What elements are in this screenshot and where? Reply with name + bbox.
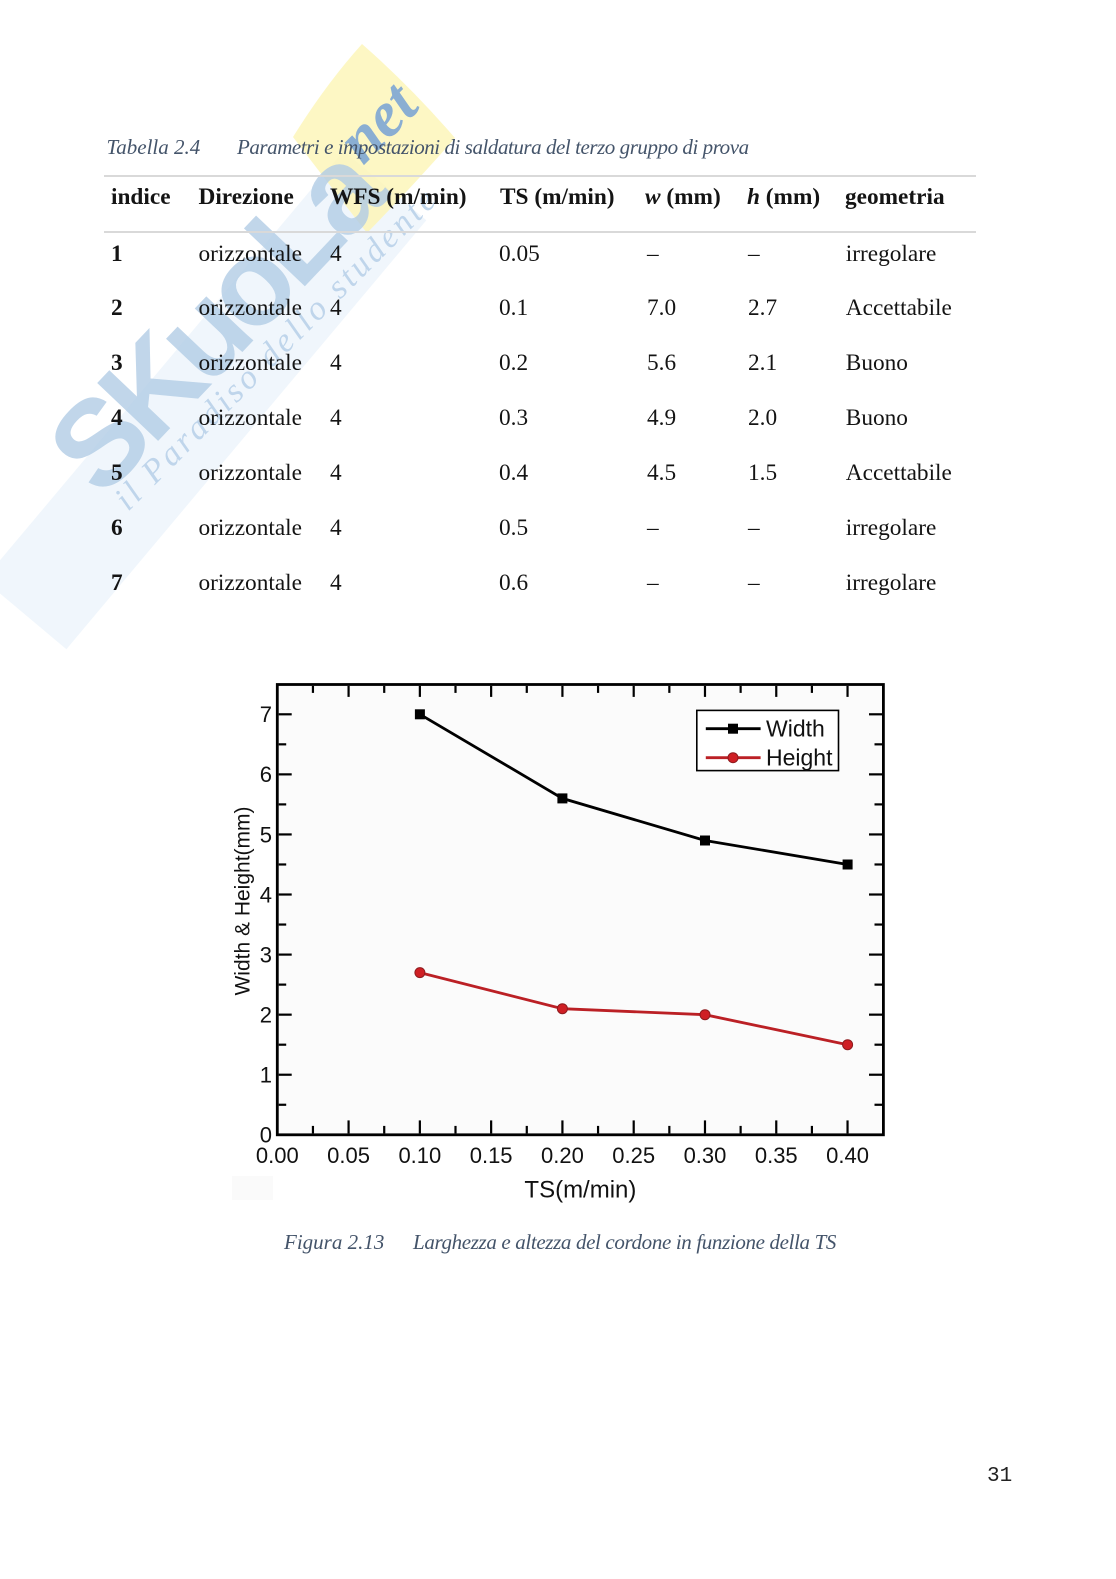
svg-text:0.40: 0.40 xyxy=(826,1143,869,1168)
svg-text:0.35: 0.35 xyxy=(755,1143,798,1168)
svg-text:1: 1 xyxy=(260,1063,272,1088)
svg-text:5: 5 xyxy=(260,822,272,847)
svg-text:Height: Height xyxy=(766,745,833,771)
svg-text:0.00: 0.00 xyxy=(256,1143,299,1168)
svg-text:7: 7 xyxy=(260,702,272,727)
svg-text:0.05: 0.05 xyxy=(327,1143,370,1168)
svg-text:0.10: 0.10 xyxy=(398,1143,441,1168)
svg-text:Width & Height(mm): Width & Height(mm) xyxy=(232,806,255,995)
svg-text:0.25: 0.25 xyxy=(612,1143,655,1168)
svg-text:2: 2 xyxy=(260,1003,272,1028)
svg-text:Width: Width xyxy=(766,716,825,742)
svg-text:3: 3 xyxy=(260,942,272,967)
svg-text:0: 0 xyxy=(260,1123,272,1148)
svg-text:0.20: 0.20 xyxy=(541,1143,584,1168)
svg-text:0.30: 0.30 xyxy=(684,1143,727,1168)
svg-text:6: 6 xyxy=(260,762,272,787)
svg-text:4: 4 xyxy=(260,882,272,907)
svg-text:TS(m/min): TS(m/min) xyxy=(524,1177,636,1204)
svg-text:0.15: 0.15 xyxy=(470,1143,513,1168)
